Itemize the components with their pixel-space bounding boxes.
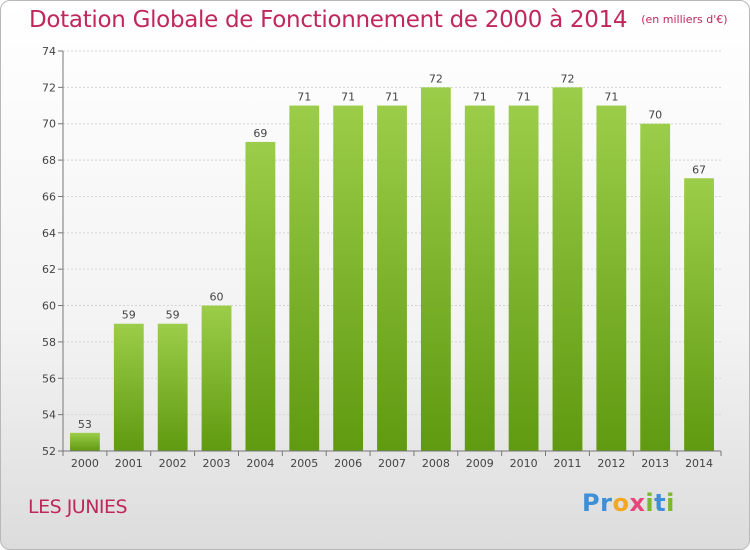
x-tick-label: 2005 bbox=[290, 457, 318, 470]
data-label: 71 bbox=[473, 91, 487, 104]
y-tick-label: 74 bbox=[42, 45, 56, 58]
data-label: 72 bbox=[560, 72, 574, 85]
y-tick-label: 54 bbox=[42, 409, 56, 422]
x-tick-label: 2004 bbox=[246, 457, 274, 470]
y-tick-label: 52 bbox=[42, 445, 56, 458]
x-tick-label: 2007 bbox=[378, 457, 406, 470]
y-tick-label: 68 bbox=[42, 154, 56, 167]
commune-name: LES JUNIES bbox=[28, 496, 128, 518]
y-tick-label: 72 bbox=[42, 81, 56, 94]
data-label: 53 bbox=[78, 418, 92, 431]
chart-title: Dotation Globale de Fonctionnement de 20… bbox=[29, 7, 728, 33]
data-label: 71 bbox=[385, 91, 399, 104]
x-tick-label: 2010 bbox=[510, 457, 538, 470]
data-label: 67 bbox=[692, 163, 706, 176]
bar bbox=[684, 178, 714, 452]
bar bbox=[289, 105, 320, 451]
proxiti-logo[interactable]: Proxiti bbox=[582, 489, 675, 517]
data-label: 71 bbox=[517, 91, 531, 104]
x-tick-label: 2009 bbox=[466, 457, 494, 470]
data-label: 71 bbox=[297, 91, 311, 104]
data-label: 69 bbox=[253, 127, 267, 140]
bar bbox=[157, 323, 188, 451]
x-tick-label: 2000 bbox=[71, 457, 99, 470]
bar bbox=[552, 87, 583, 451]
y-tick-label: 56 bbox=[42, 372, 56, 385]
x-tick-label: 2003 bbox=[203, 457, 231, 470]
x-tick-label: 2014 bbox=[685, 457, 713, 470]
chart-title-text: Dotation Globale de Fonctionnement de 20… bbox=[29, 7, 628, 33]
data-label: 71 bbox=[604, 91, 618, 104]
bar bbox=[420, 87, 451, 451]
y-tick-label: 64 bbox=[42, 227, 56, 240]
x-axis: 2000 2001 2002 2003 2004 2005 2006 2007 2008 2009… bbox=[62, 450, 722, 470]
y-tick-label: 58 bbox=[42, 336, 56, 349]
x-tick-label: 2013 bbox=[641, 457, 669, 470]
bar bbox=[113, 323, 144, 451]
data-label: 72 bbox=[429, 72, 443, 85]
bars: 53 59 59 60 69 71 71 71 72 71 71 72 71 70 67 bbox=[70, 72, 714, 452]
bar bbox=[245, 141, 276, 451]
logo-letter: P bbox=[582, 489, 601, 517]
x-tick-label: 2006 bbox=[334, 457, 362, 470]
chart-subtitle: (en milliers d'€) bbox=[641, 13, 728, 26]
data-label: 59 bbox=[122, 309, 136, 322]
data-label: 59 bbox=[166, 309, 180, 322]
bar bbox=[333, 105, 364, 451]
bar bbox=[70, 432, 100, 451]
logo-letter: i bbox=[645, 489, 655, 517]
logo-letter: x bbox=[629, 489, 646, 517]
logo-letter: t bbox=[654, 489, 667, 517]
x-tick-label: 2011 bbox=[553, 457, 581, 470]
bar bbox=[464, 105, 495, 451]
y-axis: 52 54 56 58 60 62 64 66 68 70 72 74 bbox=[42, 45, 64, 458]
x-tick-label: 2012 bbox=[597, 457, 625, 470]
y-tick-label: 66 bbox=[42, 190, 56, 203]
logo-letter: r bbox=[600, 489, 613, 517]
bar bbox=[596, 105, 627, 451]
bar bbox=[201, 305, 232, 451]
bar bbox=[508, 105, 539, 451]
x-tick-label: 2001 bbox=[115, 457, 143, 470]
logo-letter: i bbox=[666, 489, 675, 517]
y-tick-label: 70 bbox=[42, 118, 56, 131]
bar bbox=[377, 105, 407, 451]
data-label: 71 bbox=[341, 91, 355, 104]
y-tick-label: 60 bbox=[42, 300, 56, 313]
data-label: 60 bbox=[210, 291, 224, 304]
logo-letter: o bbox=[612, 489, 630, 517]
y-tick-label: 62 bbox=[42, 263, 56, 276]
data-label: 70 bbox=[648, 109, 662, 122]
x-tick-label: 2002 bbox=[159, 457, 187, 470]
bar bbox=[640, 123, 671, 452]
x-tick-label: 2008 bbox=[422, 457, 450, 470]
